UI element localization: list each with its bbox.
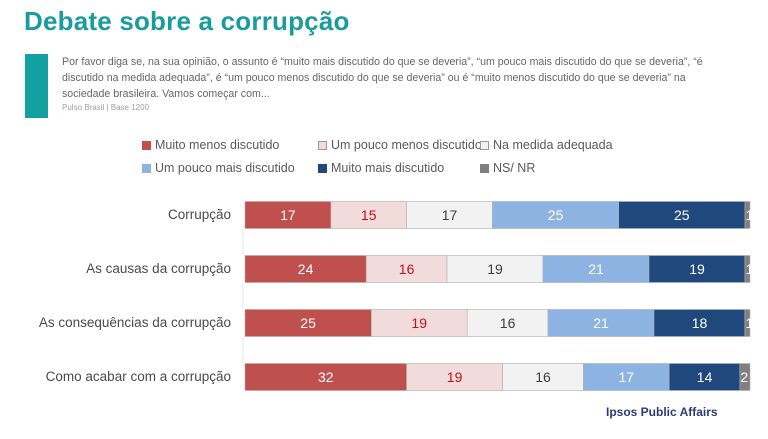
bar-segment [446, 255, 544, 283]
data-label: 2 [740, 369, 748, 385]
bar-segment [244, 201, 332, 229]
bar-segment [744, 201, 751, 229]
data-label: 17 [619, 369, 635, 385]
bar-segment [744, 309, 751, 337]
data-label: 19 [447, 369, 463, 385]
bar-segment [668, 363, 741, 391]
bar-segment [244, 363, 407, 391]
bar-segment [244, 309, 372, 337]
bar-segment [582, 363, 670, 391]
legend-label: Muito mais discutido [331, 161, 445, 175]
legend-item: Um pouco mais discutido [142, 161, 295, 175]
legend-swatch [318, 140, 327, 150]
category-label: Corrupção [167, 207, 231, 222]
bar-segment [466, 309, 549, 337]
legend-swatch [480, 140, 489, 150]
data-label: 21 [588, 261, 604, 277]
legend-label: NS/ NR [493, 161, 536, 175]
data-label: 17 [442, 207, 458, 223]
source-note: Pulso Brasil | Base 1200 [62, 103, 150, 112]
data-label: 15 [361, 207, 377, 223]
data-label: 18 [692, 315, 708, 331]
legend-item: NS/ NR [480, 161, 535, 175]
category-label: Como acabar com a corrupção [45, 369, 231, 384]
accent-bar [25, 54, 48, 118]
legend-label: Um pouco mais discutido [155, 161, 295, 175]
data-label: 19 [411, 315, 427, 331]
legend-label: Na medida adequada [493, 138, 613, 152]
legend-swatch [318, 163, 327, 173]
data-label: 25 [674, 207, 690, 223]
bar-segment [744, 255, 751, 283]
legend-swatch [142, 140, 151, 150]
bar-segment [618, 201, 746, 229]
data-label: 16 [399, 261, 415, 277]
data-label: 1 [746, 261, 754, 277]
legend-item: Na medida adequada [480, 138, 613, 152]
data-label: 25 [548, 207, 564, 223]
bar-segment [244, 255, 367, 283]
page-title: Debate sobre a corrupção [24, 6, 350, 36]
category-label: As consequências da corrupção [38, 315, 231, 330]
bar-segment [330, 201, 407, 229]
data-label: 17 [280, 207, 296, 223]
brand-footer: Ipsos Public Affairs [606, 405, 718, 419]
legend-item: Muito menos discutido [142, 138, 279, 152]
bar-segment [370, 309, 468, 337]
legend-label: Muito menos discutido [155, 138, 280, 152]
bar-segment [406, 363, 503, 391]
data-label: 1 [746, 315, 754, 331]
category-label: As causas da corrupção [86, 261, 231, 276]
data-label: 21 [593, 315, 609, 331]
bar-segment [492, 201, 619, 229]
data-label: 19 [487, 261, 503, 277]
legend-item: Um pouco menos discutido [318, 138, 482, 152]
legend-label: Um pouco menos discutido [331, 138, 482, 152]
data-label: 1 [746, 207, 754, 223]
legend-item: Muito mais discutido [318, 161, 444, 175]
data-label: 16 [535, 369, 551, 385]
data-label: 19 [689, 261, 705, 277]
bar-segment [739, 363, 751, 391]
survey-question: Por favor diga se, na sua opinião, o ass… [62, 56, 703, 100]
legend-swatch [142, 163, 151, 173]
bar-segment [542, 255, 650, 283]
data-label: 25 [300, 315, 316, 331]
data-label: 14 [697, 369, 713, 385]
data-label: 16 [500, 315, 516, 331]
bar-segment [502, 363, 584, 391]
bar-segment [406, 201, 493, 229]
bar-segment [648, 255, 746, 283]
data-label: 32 [318, 369, 334, 385]
data-label: 24 [298, 261, 314, 277]
bar-segment [653, 309, 746, 337]
bar-segment [365, 255, 448, 283]
legend-swatch [480, 163, 489, 173]
